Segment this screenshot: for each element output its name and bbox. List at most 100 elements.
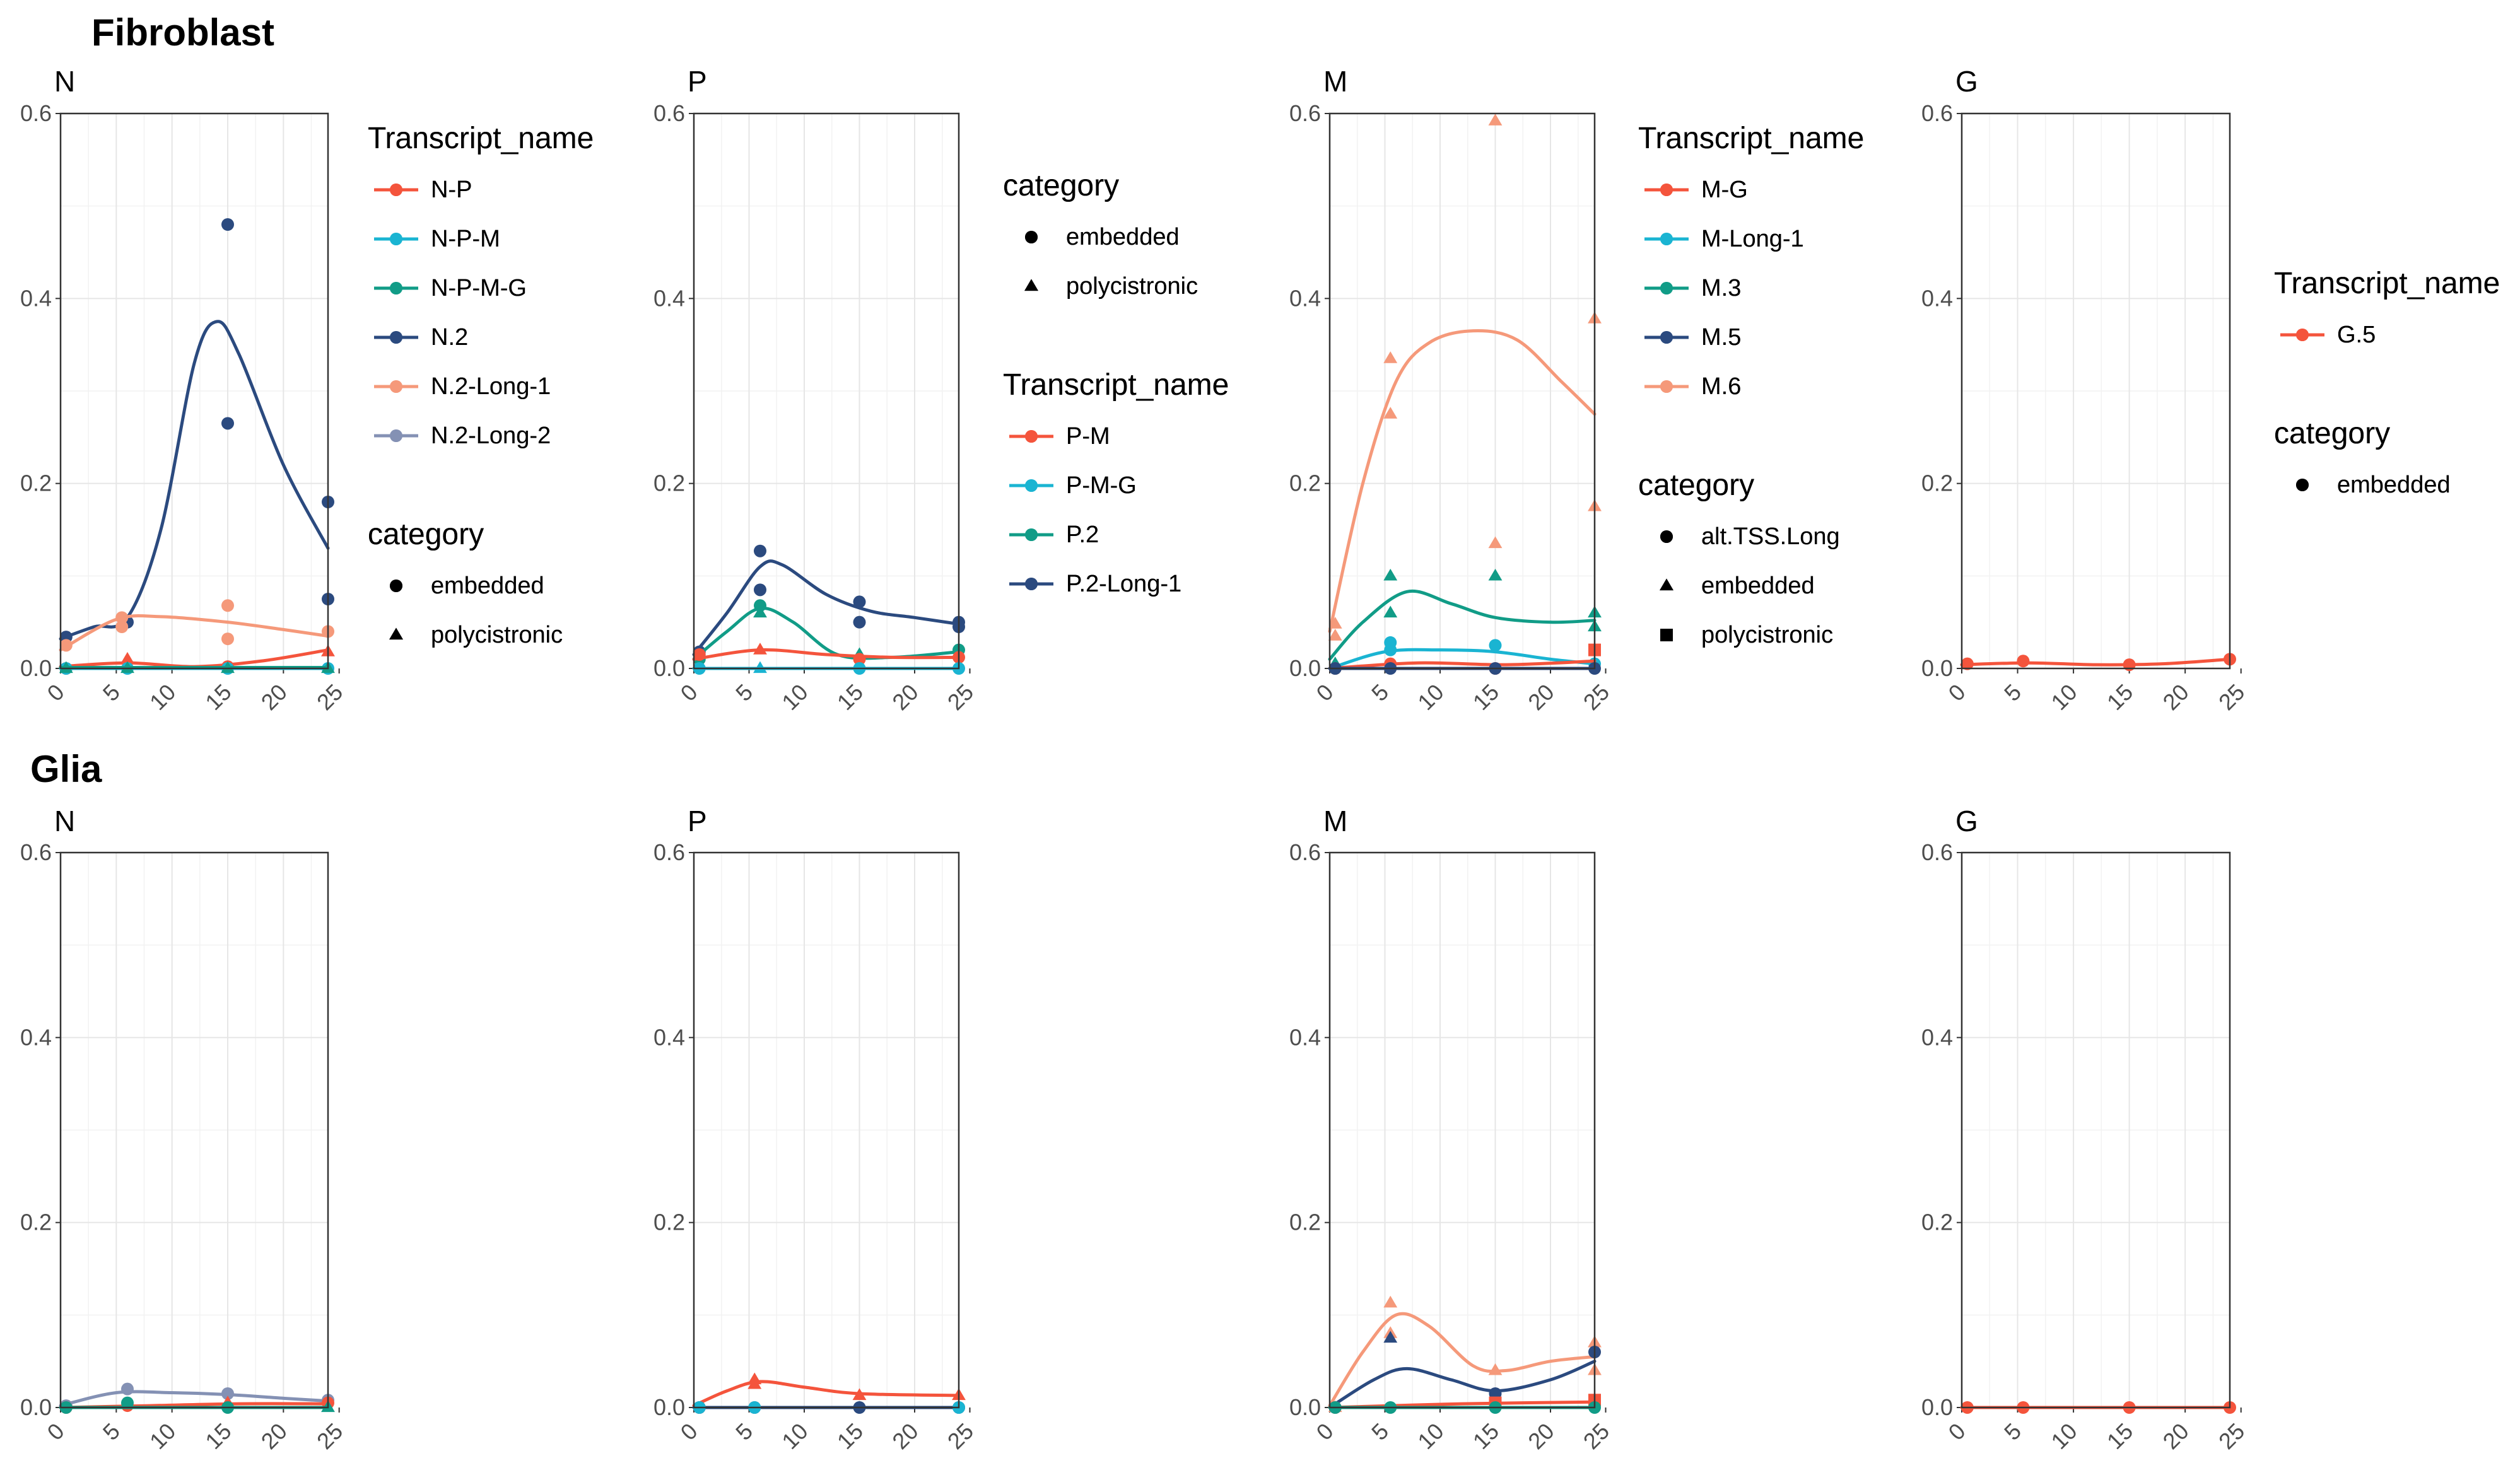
smooth-line [692,559,961,656]
x-tick-label: 5 [1366,1418,1393,1445]
legend-category: category embedded polycistronic [1003,169,1198,300]
legend-key [374,331,418,344]
data-point [115,611,129,624]
legend-key [374,184,418,196]
legend-key-point [1660,380,1673,393]
legend-key-point [1025,528,1038,541]
legend-key [1660,578,1673,591]
legend-label: embedded [431,573,544,599]
legend-title: Transcript_name [2274,267,2500,300]
legend-label: P.2 [1066,522,1099,548]
y-tick-label: 0.2 [653,470,685,496]
y-tick-label: 0.2 [653,1209,685,1235]
y-tick-label: 0.0 [1921,1394,1953,1420]
legend-label: polycistronic [431,622,563,648]
data-point [120,661,134,673]
y-tick-label: 0.2 [20,470,52,496]
legend-title: category [1638,469,1754,502]
row-title-glia: Glia [30,748,102,790]
legend-label: N-P [431,177,472,203]
legend-label: P-M [1066,423,1110,450]
panel-glia-g: G 0.0 0.2 0.4 0.6 0 5 10 15 20 25 Transcript_name G.… [1921,267,2500,1454]
legend-label: G.5 [2337,322,2376,348]
x-tick-label: 10 [144,679,180,715]
x-tick-label: 5 [1366,679,1393,706]
smooth-line [1960,657,2232,667]
legend-key [374,429,418,442]
legend-label: embedded [1701,573,1815,599]
x-tick-label: 10 [777,679,812,715]
data-point [853,595,866,609]
legend-key [374,380,418,393]
data-point [852,1388,867,1401]
data-point [1383,568,1398,581]
legend-transcript-name: Transcript_name G.5 [2274,267,2500,348]
x-tick-label: 10 [2046,1418,2082,1454]
legend-transcript-name: Transcript_name N-P N-P-M N-P-M-G N.2 N.2-Lon… [368,122,594,449]
y-tick-label: 0.0 [20,655,52,681]
panel-title: G [1955,65,1978,98]
x-tick-label: 20 [887,679,923,715]
legend-key-shape [1025,231,1038,243]
legend-category: category embedded polycistronic [368,518,563,648]
legend-label: N.2-Long-1 [431,373,551,400]
panel-border [1960,112,2231,670]
data-point [754,583,766,597]
y-tick-label: 0.6 [20,839,52,865]
legend-label: G.5 [2337,322,2376,348]
legend-key [1644,184,1689,196]
x-tick-label: 0 [1311,1418,1339,1445]
legend-label: M-G [1701,177,1748,203]
data-point [1328,629,1342,641]
x-tick-label: 20 [2158,1418,2194,1454]
legend-key-point [390,184,402,196]
legend-label: M.6 [1701,373,1741,400]
legend-key-point [390,331,402,344]
legend-label: polycistronic [1701,622,1833,648]
legend-key-point [2296,329,2309,341]
y-tick-label: 0.4 [20,1024,52,1050]
panel-title: N [54,805,75,837]
x-tick-label: 15 [2102,1418,2138,1454]
data-point [747,1377,762,1389]
x-tick-label: 25 [312,679,348,715]
x-tick-label: 25 [942,1418,978,1454]
panel-border [1328,112,1596,670]
panel-border [59,851,329,1409]
x-tick-label: 0 [42,1418,69,1445]
smooth-line [1328,589,1597,661]
y-tick-label: 0.0 [1289,655,1321,681]
legend-key [390,580,402,592]
legend-key [1660,629,1673,641]
legend-label: embedded [431,573,544,599]
legend-label: P.2-Long-1 [1066,571,1181,597]
legend-label: P-M-G [1066,472,1137,499]
data-point [1960,657,1974,670]
data-point [693,648,706,661]
panel-border [693,851,960,1409]
legend-title: category [2274,417,2390,450]
series-n-2-long-2 [59,1382,334,1413]
y-tick-label: 0.2 [20,1209,52,1235]
data-point [754,599,766,612]
x-tick-label: 0 [1943,679,1971,706]
legend-category: category embedded polycistronic [368,518,563,648]
y-tick-label: 0.6 [1289,839,1321,865]
legend-label: M.3 [1701,275,1741,301]
series-p-2-long-1 [692,544,965,658]
data-point [120,651,134,664]
x-tick-label: 15 [832,679,868,715]
legend-label: polycistronic [1066,273,1198,300]
data-point [754,544,766,557]
y-tick-label: 0.0 [653,655,685,681]
legend-label: N-P-M-G [431,275,527,301]
legend-label: M.6 [1701,373,1741,400]
legend-key [1644,282,1689,294]
legend-key-shape [1660,530,1673,543]
x-tick-label: 10 [144,1418,180,1454]
legend-category: category embedded polycistronic [1003,169,1198,300]
legend-key [1644,233,1689,245]
data-point [1383,1295,1398,1308]
legend-key-shape [1024,279,1038,291]
legend-title: category [368,518,484,551]
